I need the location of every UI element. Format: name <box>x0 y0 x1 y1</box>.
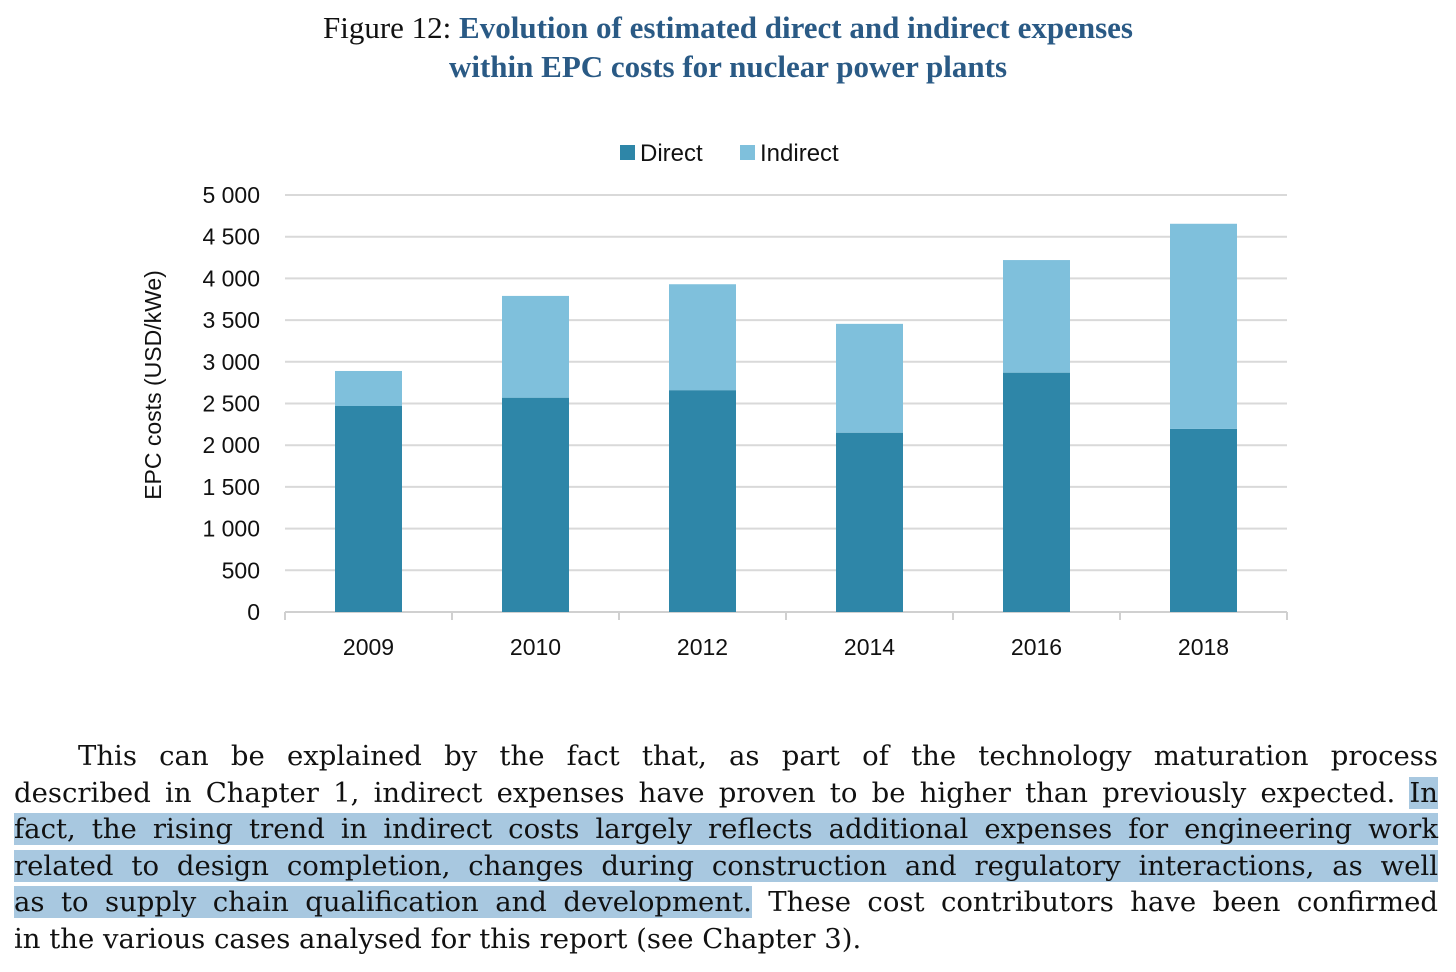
bar-indirect-2018 <box>1170 223 1237 429</box>
y-tick-label: 2 000 <box>202 432 260 458</box>
bar-direct-2018 <box>1170 428 1237 612</box>
x-tick-label: 2010 <box>510 634 561 660</box>
y-tick-label: 1 500 <box>202 474 260 500</box>
x-tick-label: 2009 <box>343 634 394 660</box>
paragraph-line: fact, the rising trend in indirect costs… <box>14 811 1438 848</box>
paragraph-line: described in Chapter 1, indirect expense… <box>14 775 1438 812</box>
highlighted-text: fact, the rising trend in indirect costs… <box>14 813 1438 846</box>
bar-direct-2010 <box>502 397 569 612</box>
y-tick-label: 2 500 <box>202 391 260 417</box>
text-segment: This can be explained by the fact that, … <box>78 740 1438 772</box>
highlighted-text: as to supply chain qualification and dev… <box>14 886 752 919</box>
y-tick-label: 4 500 <box>202 224 260 250</box>
highlighted-text: related to design completion, changes du… <box>14 849 1438 882</box>
body-paragraph: This can be explained by the fact that, … <box>14 738 1438 958</box>
y-tick-label: 3 500 <box>202 307 260 333</box>
figure-title-line2: within EPC costs for nuclear power plant… <box>448 49 1008 84</box>
x-tick-label: 2012 <box>677 634 728 660</box>
bar-direct-2012 <box>669 390 736 612</box>
y-tick-label: 4 000 <box>202 265 260 291</box>
bar-indirect-2010 <box>502 295 569 398</box>
y-tick-label: 500 <box>222 557 260 583</box>
y-tick-label: 5 000 <box>202 182 260 208</box>
x-tick-label: 2018 <box>1178 634 1229 660</box>
text-segment: in the various cases analysed for this r… <box>14 922 862 955</box>
paragraph-line: in the various cases analysed for this r… <box>14 921 1438 958</box>
stacked-bar-chart: 0 500 1 000 1 500 2 000 2 500 3 000 3 500 4 000 4… <box>140 140 1288 660</box>
x-tick-label: 2014 <box>844 634 895 660</box>
bar-indirect-2016 <box>1003 260 1070 373</box>
text-segment: described in Chapter 1, indirect expense… <box>14 776 1410 809</box>
figure-title: Figure 12: Evolution of estimated direct… <box>0 8 1456 86</box>
y-tick-label: 0 <box>247 599 260 625</box>
bar-direct-2009 <box>335 406 402 612</box>
bar-direct-2016 <box>1003 372 1070 612</box>
legend-label-indirect: Indirect <box>760 140 839 167</box>
legend-label-direct: Direct <box>640 140 703 167</box>
paragraph-line: This can be explained by the fact that, … <box>14 738 1438 775</box>
bar-indirect-2012 <box>669 284 736 391</box>
figure-title-line1: Evolution of estimated direct and indire… <box>459 10 1133 45</box>
text-segment: These cost contributors have been confir… <box>751 886 1438 919</box>
legend-swatch-direct <box>620 145 635 160</box>
x-tick-label: 2016 <box>1011 634 1062 660</box>
y-axis-label: EPC costs (USD/kWe) <box>140 270 166 500</box>
highlighted-text: In <box>1409 776 1438 809</box>
paragraph-line: related to design completion, changes du… <box>14 848 1438 885</box>
paragraph-line: as to supply chain qualification and dev… <box>14 884 1438 921</box>
legend-swatch-indirect <box>740 145 755 160</box>
y-tick-label: 1 000 <box>202 516 260 542</box>
bar-direct-2014 <box>836 432 903 612</box>
bar-indirect-2014 <box>836 323 903 433</box>
y-tick-label: 3 000 <box>202 349 260 375</box>
figure-label: Figure 12: <box>322 10 452 45</box>
bar-indirect-2009 <box>335 370 402 407</box>
